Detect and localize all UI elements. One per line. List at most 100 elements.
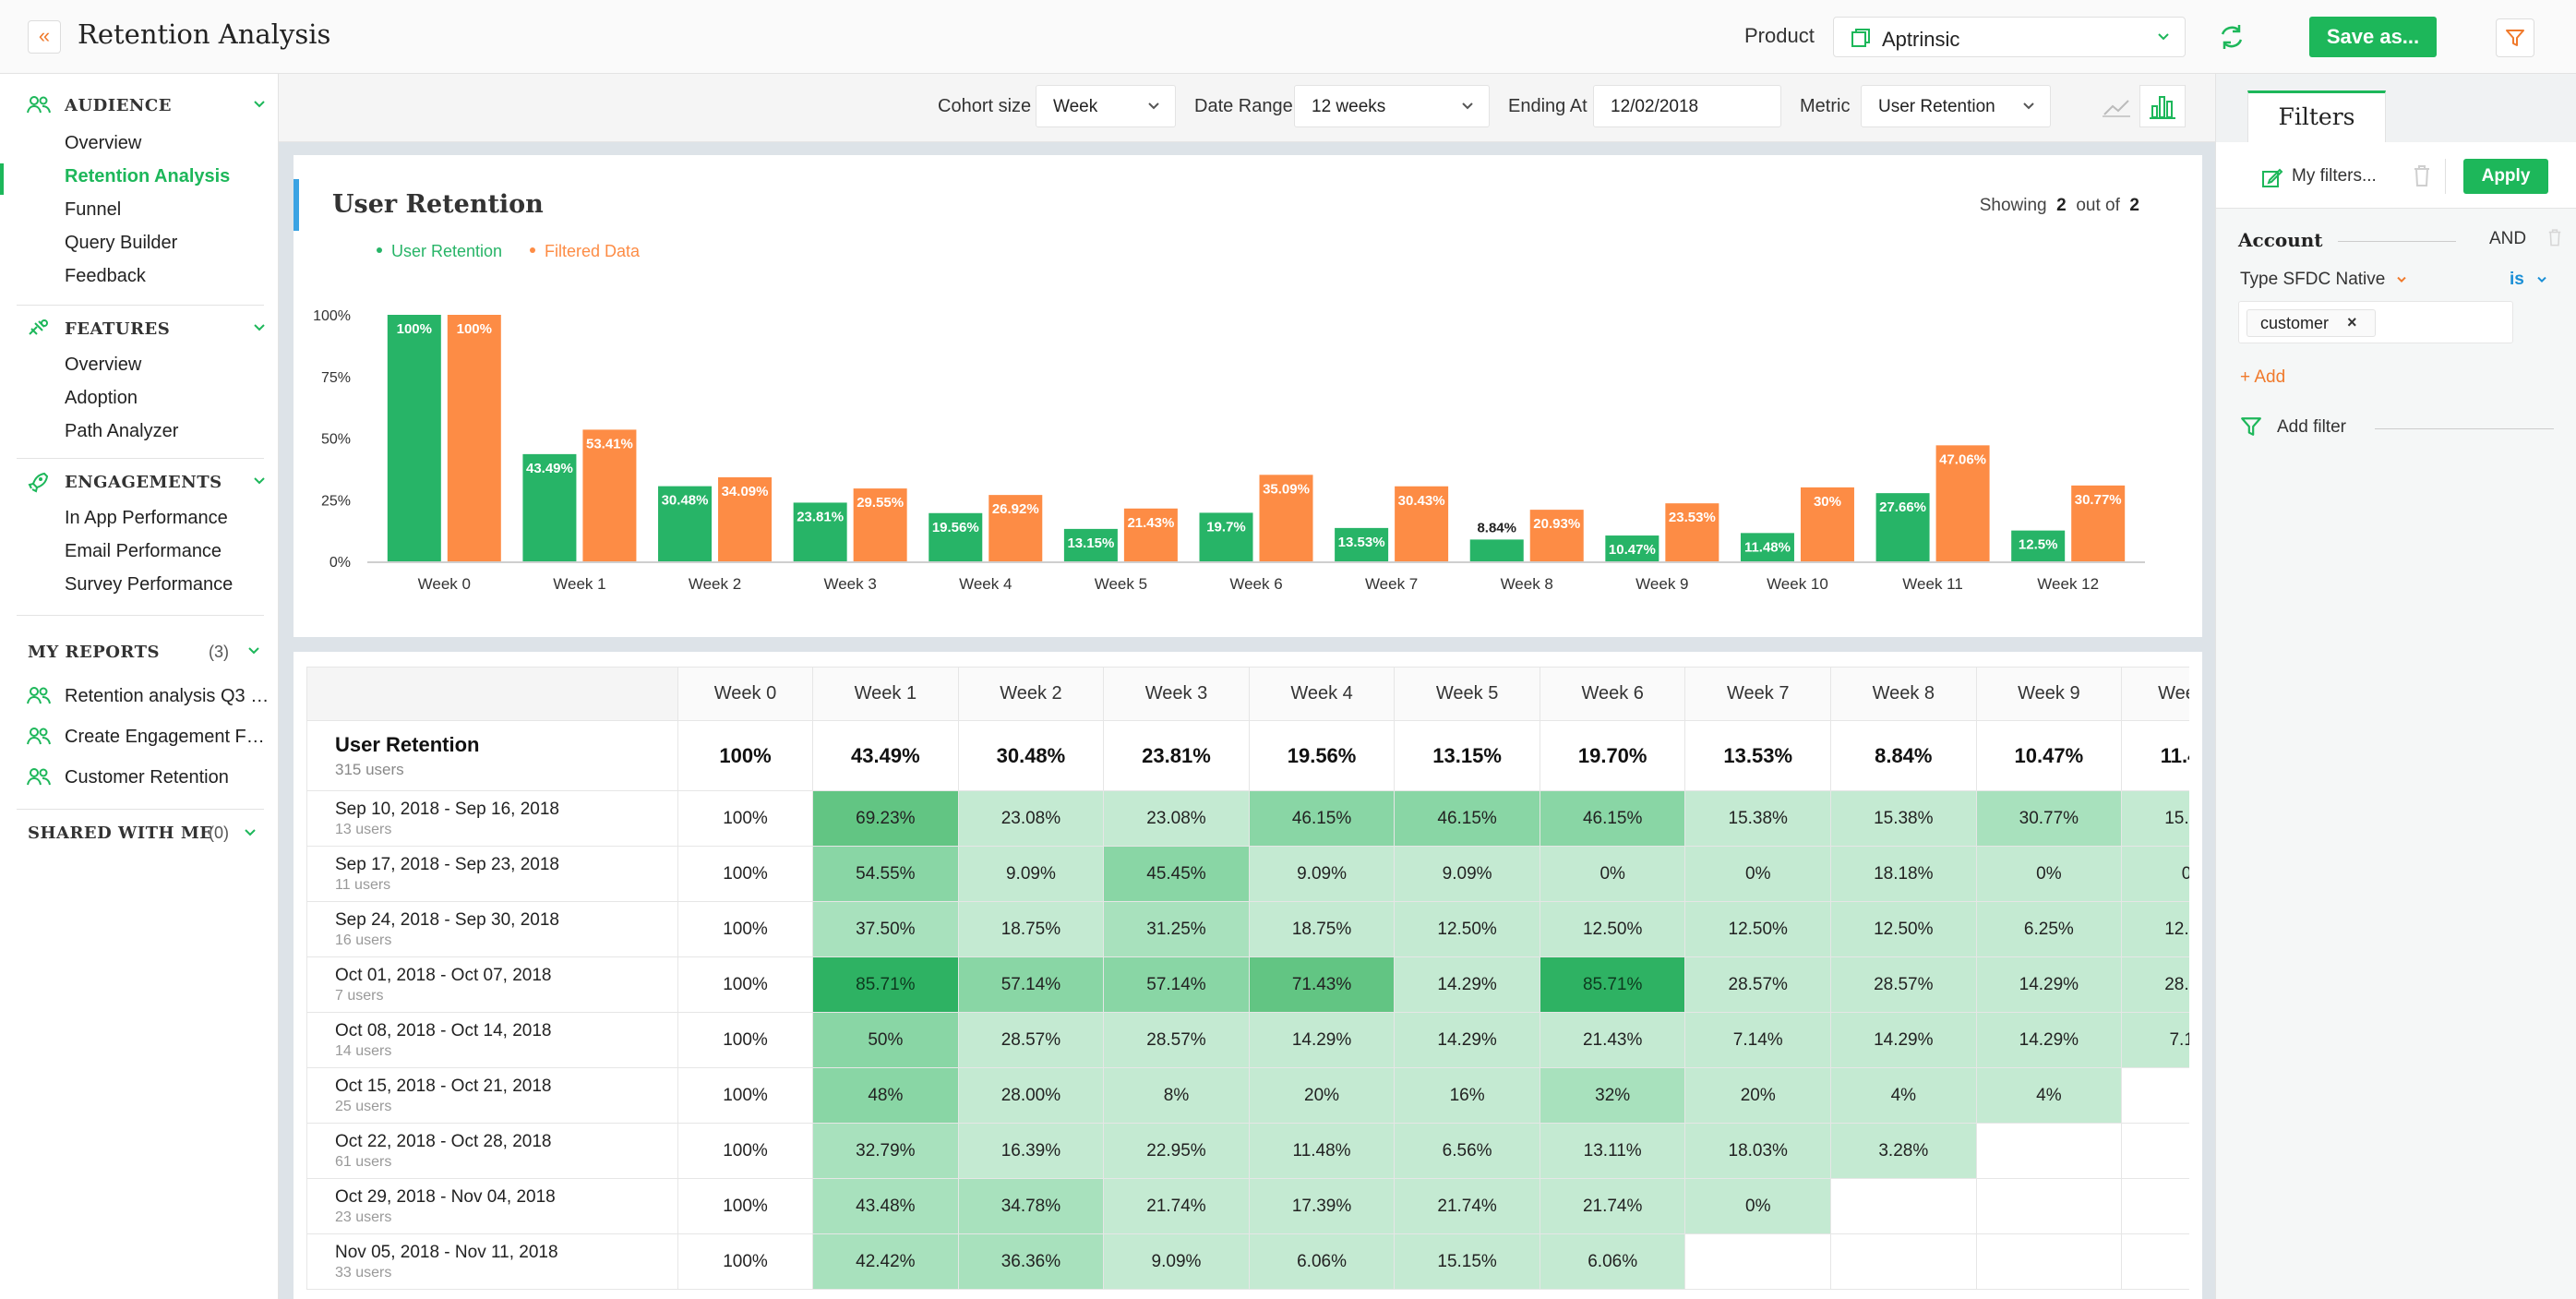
retention-cell[interactable]: 14.29%: [1394, 956, 1540, 1013]
retention-cell[interactable]: 20%: [1684, 1067, 1832, 1124]
bar-user-retention[interactable]: [1740, 533, 1794, 561]
retention-cell[interactable]: [1830, 1178, 1977, 1234]
table-row[interactable]: Sep 24, 2018 - Sep 30, 2018 16 users 100% 3…: [306, 901, 2189, 957]
bar-filtered-data[interactable]: [1259, 475, 1313, 561]
retention-cell[interactable]: 100%: [677, 1123, 814, 1179]
retention-cell[interactable]: 9.09%: [1103, 1233, 1250, 1290]
retention-cell[interactable]: 14.29%: [1394, 1012, 1540, 1068]
retention-cell[interactable]: 34.78%: [957, 1178, 1105, 1234]
bar-user-retention[interactable]: [1063, 528, 1118, 561]
table-row[interactable]: Nov 05, 2018 - Nov 11, 2018 33 users 100% 4…: [306, 1233, 2189, 1290]
retention-cell[interactable]: 8%: [1103, 1067, 1250, 1124]
retention-cell[interactable]: 23.08%: [1103, 790, 1250, 847]
retention-cell[interactable]: 45.45%: [1103, 846, 1250, 902]
legend-filtered-data[interactable]: Filtered Data: [530, 242, 640, 261]
retention-cell[interactable]: 100%: [677, 1012, 814, 1068]
retention-cell[interactable]: 32.79%: [812, 1123, 959, 1179]
bar-filtered-data[interactable]: [853, 488, 907, 561]
retention-cell[interactable]: 13.11%: [1539, 1123, 1686, 1179]
retention-cell[interactable]: [1830, 1233, 1977, 1290]
retention-cell[interactable]: 54.55%: [812, 846, 959, 902]
retention-cell[interactable]: 28.57%: [1830, 956, 1977, 1013]
retention-cell[interactable]: 100%: [677, 846, 814, 902]
bar-user-retention[interactable]: [522, 453, 577, 561]
report-item[interactable]: Customer Retention: [26, 764, 271, 792]
retention-cell[interactable]: [1975, 1178, 2123, 1234]
retention-cell[interactable]: 6.06%: [1539, 1233, 1686, 1290]
retention-cell[interactable]: 100%: [677, 956, 814, 1013]
retention-cell[interactable]: [2121, 1067, 2189, 1124]
add-condition-link[interactable]: + Add: [2240, 367, 2286, 387]
product-select[interactable]: Aptrinsic: [1833, 17, 2186, 57]
retention-cell[interactable]: 15.38%: [1830, 790, 1977, 847]
sidebar-item-in-app-performance[interactable]: In App Performance: [65, 508, 228, 528]
bar-user-retention[interactable]: [793, 502, 847, 561]
retention-cell[interactable]: 100%: [677, 901, 814, 957]
retention-cell[interactable]: [1975, 1123, 2123, 1179]
retention-cell[interactable]: 43.48%: [812, 1178, 959, 1234]
retention-cell[interactable]: 32%: [1539, 1067, 1686, 1124]
bar-chart-icon[interactable]: [2139, 85, 2186, 127]
retention-cell[interactable]: 21.74%: [1394, 1178, 1540, 1234]
retention-cell[interactable]: 9.09%: [1394, 846, 1540, 902]
retention-cell[interactable]: 6.56%: [1394, 1123, 1540, 1179]
retention-cell[interactable]: 12.50%: [1394, 901, 1540, 957]
sidebar-item-funnel[interactable]: Funnel: [65, 199, 122, 220]
remove-tag-icon[interactable]: ×: [2347, 313, 2357, 331]
sidebar-item-overview[interactable]: Overview: [65, 133, 142, 153]
tab-filters[interactable]: Filters: [2247, 90, 2386, 142]
bar-filtered-data[interactable]: [1800, 487, 1854, 561]
sidebar-section-audience[interactable]: AUDIENCE: [26, 92, 266, 120]
bar-filtered-data[interactable]: [1529, 510, 1584, 561]
retention-cell[interactable]: 71.43%: [1248, 956, 1396, 1013]
retention-cell[interactable]: 0%: [1684, 846, 1832, 902]
ending-at-input[interactable]: 12/02/2018: [1593, 85, 1781, 127]
retention-cell[interactable]: 100%: [677, 1067, 814, 1124]
retention-cell[interactable]: 100%: [677, 790, 814, 847]
retention-cell[interactable]: 22.95%: [1103, 1123, 1250, 1179]
bar-user-retention[interactable]: [1335, 527, 1389, 561]
retention-cell[interactable]: 12.50%: [1684, 901, 1832, 957]
retention-cell[interactable]: 16%: [1394, 1067, 1540, 1124]
chevron-down-icon[interactable]: [244, 828, 257, 837]
refresh-icon[interactable]: [2211, 17, 2252, 57]
bar-user-retention[interactable]: [658, 486, 713, 561]
retention-cell[interactable]: 18.03%: [1684, 1123, 1832, 1179]
table-row[interactable]: Sep 17, 2018 - Sep 23, 2018 11 users 100% 5…: [306, 846, 2189, 902]
retention-cell[interactable]: 15.38%: [2121, 790, 2189, 847]
bar-filtered-data[interactable]: [1123, 508, 1178, 561]
metric-select[interactable]: User Retention: [1861, 85, 2051, 127]
retention-cell[interactable]: 6.25%: [1975, 901, 2123, 957]
retention-cell[interactable]: 15.38%: [1684, 790, 1832, 847]
retention-cell[interactable]: 18.75%: [957, 901, 1105, 957]
sidebar-item-email-performance[interactable]: Email Performance: [65, 541, 222, 561]
apply-button[interactable]: Apply: [2463, 159, 2548, 194]
retention-cell[interactable]: 50%: [812, 1012, 959, 1068]
bar-filtered-data[interactable]: [1665, 503, 1719, 561]
retention-cell[interactable]: 20%: [1248, 1067, 1396, 1124]
sidebar-section-engagements[interactable]: ENGAGEMENTS: [26, 469, 266, 497]
retention-cell[interactable]: 0%: [2121, 846, 2189, 902]
retention-cell[interactable]: 4%: [1830, 1067, 1977, 1124]
sidebar-item-feedback[interactable]: Feedback: [65, 266, 146, 286]
add-filter-button[interactable]: Add filter: [2240, 414, 2554, 441]
trash-icon[interactable]: [2546, 227, 2563, 247]
filter-operator-select[interactable]: is: [2510, 270, 2547, 290]
my-reports-title[interactable]: MY REPORTS: [28, 643, 160, 662]
bar-user-retention[interactable]: [1469, 539, 1524, 561]
retention-cell[interactable]: 21.74%: [1539, 1178, 1686, 1234]
retention-cell[interactable]: 37.50%: [812, 901, 959, 957]
retention-cell[interactable]: 21.43%: [1539, 1012, 1686, 1068]
bar-user-retention[interactable]: [929, 512, 983, 561]
retention-cell[interactable]: 28.57%: [1684, 956, 1832, 1013]
retention-cell[interactable]: 36.36%: [957, 1233, 1105, 1290]
retention-cell[interactable]: 14.29%: [1830, 1012, 1977, 1068]
retention-cell[interactable]: [2121, 1178, 2189, 1234]
bar-filtered-data[interactable]: [1935, 445, 1990, 561]
sidebar-item-survey-performance[interactable]: Survey Performance: [65, 574, 234, 595]
retention-cell[interactable]: 16.39%: [957, 1123, 1105, 1179]
retention-cell[interactable]: 57.14%: [957, 956, 1105, 1013]
retention-cell[interactable]: 11.48%: [1248, 1123, 1396, 1179]
bar-filtered-data[interactable]: [582, 429, 637, 561]
retention-cell[interactable]: 28.00%: [957, 1067, 1105, 1124]
